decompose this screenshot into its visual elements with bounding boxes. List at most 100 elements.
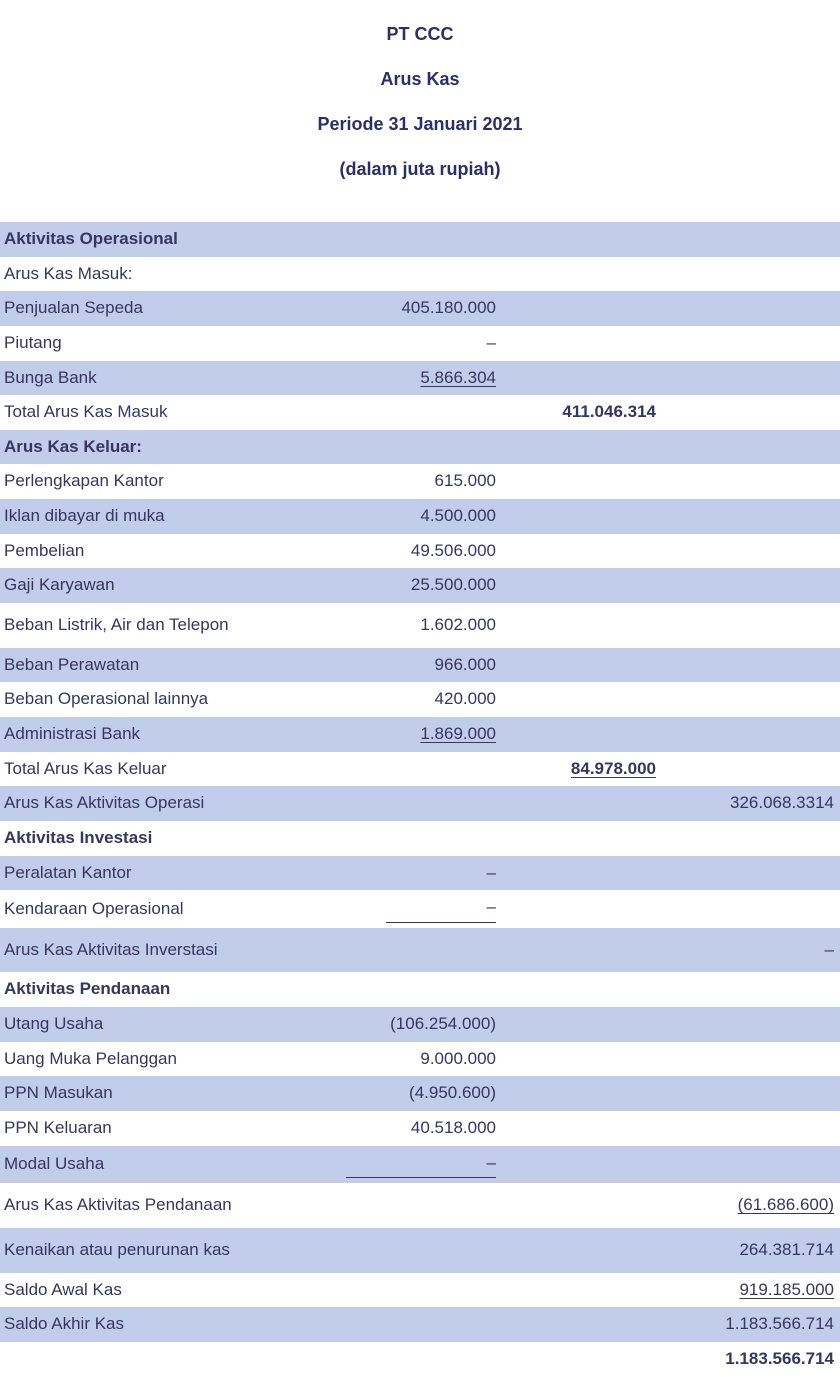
row-label: Arus Kas Aktivitas Inverstasi <box>0 928 300 973</box>
col-a-value: – <box>300 1146 500 1184</box>
col-c-value <box>660 534 840 569</box>
col-a-value: – <box>300 890 500 928</box>
col-a-value: 5.866.304 <box>300 361 500 396</box>
col-a-value: 9.000.000 <box>300 1042 500 1077</box>
report-unit: (dalam juta rupiah) <box>0 159 840 180</box>
col-c-value <box>660 499 840 534</box>
col-b-value <box>500 291 660 326</box>
table-row: Arus Kas Aktivitas Pendanaan(61.686.600) <box>0 1183 840 1228</box>
col-b-value <box>500 257 660 292</box>
col-a-value <box>300 752 500 787</box>
row-label: Iklan dibayar di muka <box>0 499 300 534</box>
row-label: Piutang <box>0 326 300 361</box>
col-c-value: (61.686.600) <box>660 1183 840 1228</box>
table-row: Perlengkapan Kantor615.000 <box>0 464 840 499</box>
col-b-value: 84.978.000 <box>500 752 660 787</box>
table-row: Aktivitas Operasional <box>0 222 840 257</box>
col-a-value <box>300 1342 500 1377</box>
col-b-value <box>500 361 660 396</box>
row-label: Arus Kas Masuk: <box>0 257 300 292</box>
table-row: Peralatan Kantor– <box>0 856 840 891</box>
row-label: Pembelian <box>0 534 300 569</box>
col-b-value <box>500 430 660 465</box>
col-b-value <box>500 326 660 361</box>
col-a-value: 615.000 <box>300 464 500 499</box>
row-label: Saldo Awal Kas <box>0 1273 300 1308</box>
table-row: Bunga Bank5.866.304 <box>0 361 840 396</box>
row-label: Beban Perawatan <box>0 648 300 683</box>
col-a-value <box>300 222 500 257</box>
col-b-value <box>500 648 660 683</box>
col-b-value <box>500 1042 660 1077</box>
row-label: Kendaraan Operasional <box>0 890 300 928</box>
col-a-value: 49.506.000 <box>300 534 500 569</box>
row-label: Kenaikan atau penurunan kas <box>0 1228 300 1273</box>
col-a-value <box>300 786 500 821</box>
row-label: Arus Kas Aktivitas Operasi <box>0 786 300 821</box>
col-c-value: 1.183.566.714 <box>660 1342 840 1377</box>
report-period: Periode 31 Januari 2021 <box>0 114 840 135</box>
table-row: Aktivitas Investasi <box>0 821 840 856</box>
col-c-value <box>660 648 840 683</box>
row-label: Modal Usaha <box>0 1146 300 1184</box>
col-c-value <box>660 972 840 1007</box>
col-c-value <box>660 257 840 292</box>
table-row: Total Arus Kas Keluar84.978.000 <box>0 752 840 787</box>
table-row: Kenaikan atau penurunan kas 264.381.714 <box>0 1228 840 1273</box>
col-c-value <box>660 430 840 465</box>
col-c-value <box>660 603 840 648</box>
col-a-value: 420.000 <box>300 682 500 717</box>
row-label: Penjualan Sepeda <box>0 291 300 326</box>
row-label: Peralatan Kantor <box>0 856 300 891</box>
col-b-value <box>500 717 660 752</box>
col-c-value: 919.185.000 <box>660 1273 840 1308</box>
table-row: Arus Kas Keluar: <box>0 430 840 465</box>
col-b-value <box>500 821 660 856</box>
report-title: Arus Kas <box>0 69 840 90</box>
col-b-value <box>500 568 660 603</box>
col-b-value <box>500 1307 660 1342</box>
col-c-value <box>660 821 840 856</box>
col-c-value <box>660 717 840 752</box>
col-b-value <box>500 534 660 569</box>
table-row: Iklan dibayar di muka4.500.000 <box>0 499 840 534</box>
col-c-value <box>660 568 840 603</box>
row-label: Bunga Bank <box>0 361 300 396</box>
col-c-value: 264.381.714 <box>660 1228 840 1273</box>
table-row: PPN Keluaran40.518.000 <box>0 1111 840 1146</box>
col-a-value <box>300 928 500 973</box>
col-c-value: – <box>660 928 840 973</box>
table-row: PPN Masukan(4.950.600) <box>0 1076 840 1111</box>
col-c-value <box>660 361 840 396</box>
col-c-value <box>660 1042 840 1077</box>
col-b-value <box>500 1111 660 1146</box>
col-a-value: – <box>300 856 500 891</box>
col-b-value <box>500 856 660 891</box>
table-row: Arus Kas Aktivitas Operasi326.068.3314 <box>0 786 840 821</box>
col-b-value <box>500 1146 660 1184</box>
table-row: Kendaraan Operasional– <box>0 890 840 928</box>
row-label: Uang Muka Pelanggan <box>0 1042 300 1077</box>
row-label <box>0 1342 300 1377</box>
col-a-value <box>300 395 500 430</box>
col-c-value <box>660 1076 840 1111</box>
col-b-value <box>500 603 660 648</box>
col-c-value <box>660 1007 840 1042</box>
table-row: Beban Operasional lainnya420.000 <box>0 682 840 717</box>
col-a-value: 40.518.000 <box>300 1111 500 1146</box>
col-c-value <box>660 395 840 430</box>
col-b-value <box>500 1007 660 1042</box>
col-c-value: 1.183.566.714 <box>660 1307 840 1342</box>
report-header: PT CCC Arus Kas Periode 31 Januari 2021 … <box>0 0 840 222</box>
col-c-value <box>660 464 840 499</box>
table-row: Pembelian49.506.000 <box>0 534 840 569</box>
col-a-value <box>300 1273 500 1308</box>
col-b-value <box>500 1076 660 1111</box>
col-b-value <box>500 1273 660 1308</box>
cashflow-table: Aktivitas OperasionalArus Kas Masuk:Penj… <box>0 222 840 1377</box>
col-b-value <box>500 464 660 499</box>
col-b-value <box>500 890 660 928</box>
col-a-value: 4.500.000 <box>300 499 500 534</box>
table-row: 1.183.566.714 <box>0 1342 840 1377</box>
col-a-value <box>300 1228 500 1273</box>
